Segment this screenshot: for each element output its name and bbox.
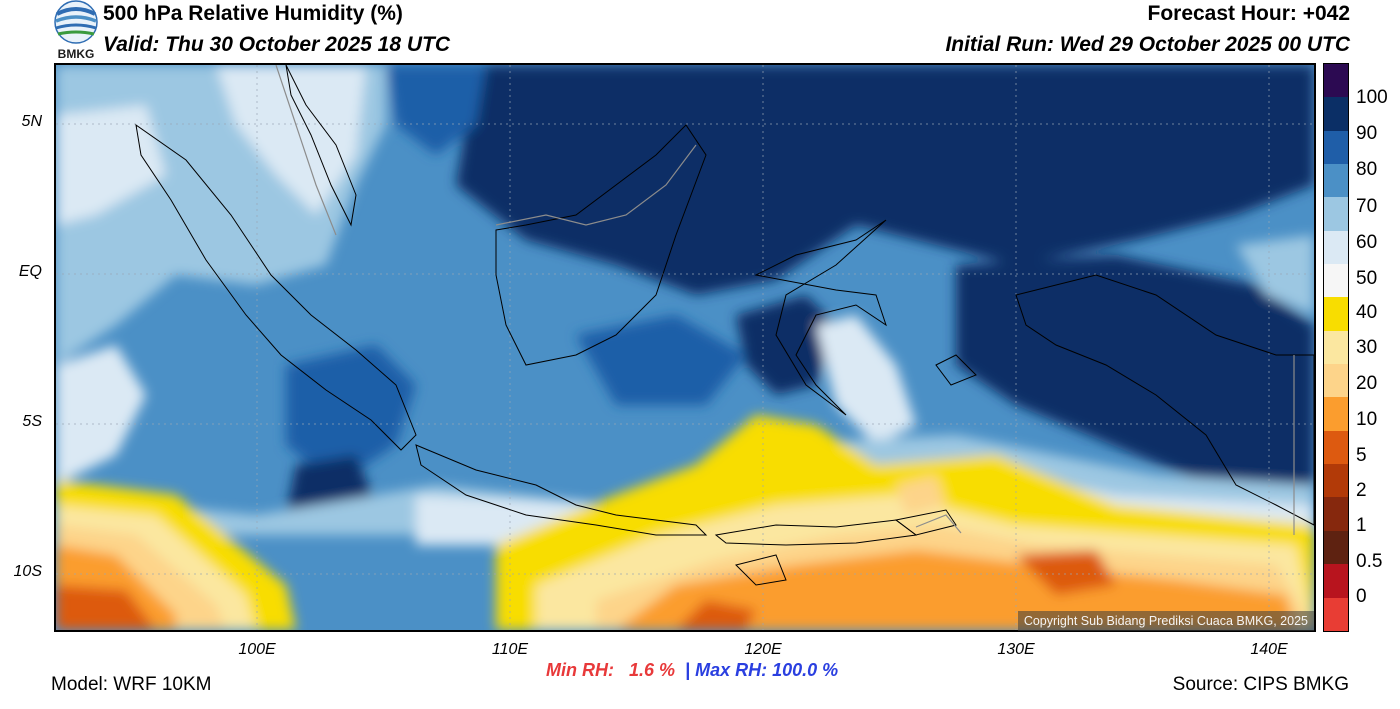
lon-label-120e: 120E — [744, 641, 782, 658]
borders — [275, 65, 1295, 535]
colorbar-segment — [1324, 364, 1348, 398]
colorbar-label: 5 — [1356, 445, 1367, 466]
colorbar-segment — [1324, 230, 1348, 265]
lon-label-140e: 140E — [1250, 641, 1288, 658]
colorbar-segment — [1324, 64, 1348, 98]
page-title: 500 hPa Relative Humidity (%) — [103, 2, 403, 25]
humidity-map[interactable] — [54, 63, 1316, 632]
colorbar-label: 0.5 — [1356, 551, 1383, 572]
colorbar-label: 20 — [1356, 373, 1378, 394]
lat-label-5s: 5S — [22, 413, 42, 430]
model-info: Model: WRF 10KM — [51, 674, 212, 695]
max-rh-label: Max RH: — [695, 660, 768, 680]
source-info: Source: CIPS BMKG — [1172, 674, 1349, 695]
lon-label-110e: 110E — [491, 641, 529, 658]
colorbar-label: 0 — [1356, 586, 1367, 607]
colorbar-label: 80 — [1356, 159, 1378, 180]
min-rh-value: 1.6 % — [629, 660, 676, 680]
grid-lines — [56, 65, 1314, 630]
logo-text: BMKG — [58, 47, 95, 60]
coastlines — [135, 65, 1314, 586]
colorbar-label: 2 — [1356, 480, 1367, 501]
bmkg-logo: BMKG — [50, 0, 102, 61]
colorbar-segment — [1324, 530, 1348, 565]
colorbar-label: 10 — [1356, 409, 1378, 430]
colorbar-segment — [1324, 464, 1348, 498]
colorbar-label: 50 — [1356, 268, 1378, 289]
colorbar-label: 90 — [1356, 123, 1378, 144]
colorbar-segment — [1324, 130, 1348, 165]
colorbar-label: 40 — [1356, 302, 1378, 323]
valid-time: Valid: Thu 30 October 2025 18 UTC — [103, 33, 450, 56]
colorbar — [1323, 63, 1349, 632]
copyright-notice: Copyright Sub Bidang Prediksi Cuaca BMKG… — [1017, 611, 1314, 631]
min-rh-label: Min RH: — [546, 660, 614, 680]
colorbar-label: 70 — [1356, 196, 1378, 217]
lon-label-130e: 130E — [997, 641, 1035, 658]
colorbar-segment — [1324, 430, 1348, 465]
lon-label-100e: 100E — [238, 641, 276, 658]
colorbar-segment — [1324, 597, 1348, 631]
colorbar-segment — [1324, 564, 1348, 598]
colorbar-label: 30 — [1356, 337, 1378, 358]
max-rh-value: 100.0 % — [772, 660, 839, 680]
colorbar-segment — [1324, 197, 1348, 231]
colorbar-label: 1 — [1356, 515, 1367, 536]
colorbar-segment — [1324, 97, 1348, 131]
lat-label-5n: 5N — [21, 113, 42, 130]
colorbar-segment — [1324, 297, 1348, 331]
colorbar-segment — [1324, 330, 1348, 365]
colorbar-label: 60 — [1356, 232, 1378, 253]
colorbar-segment — [1324, 497, 1348, 531]
forecast-hour: Forecast Hour: +042 — [1147, 2, 1351, 25]
stats-separator: | — [685, 660, 691, 680]
colorbar-segment — [1324, 164, 1348, 198]
colorbar-label: 100 — [1356, 87, 1388, 108]
initial-run: Initial Run: Wed 29 October 2025 00 UTC — [945, 33, 1350, 56]
lat-label-eq: EQ — [18, 263, 42, 280]
rh-stats: Min RH: 1.6 % | Max RH: 100.0 % — [546, 660, 838, 681]
colorbar-segment — [1324, 264, 1348, 298]
colorbar-segment — [1324, 397, 1348, 431]
lat-label-10s: 10S — [13, 563, 42, 580]
